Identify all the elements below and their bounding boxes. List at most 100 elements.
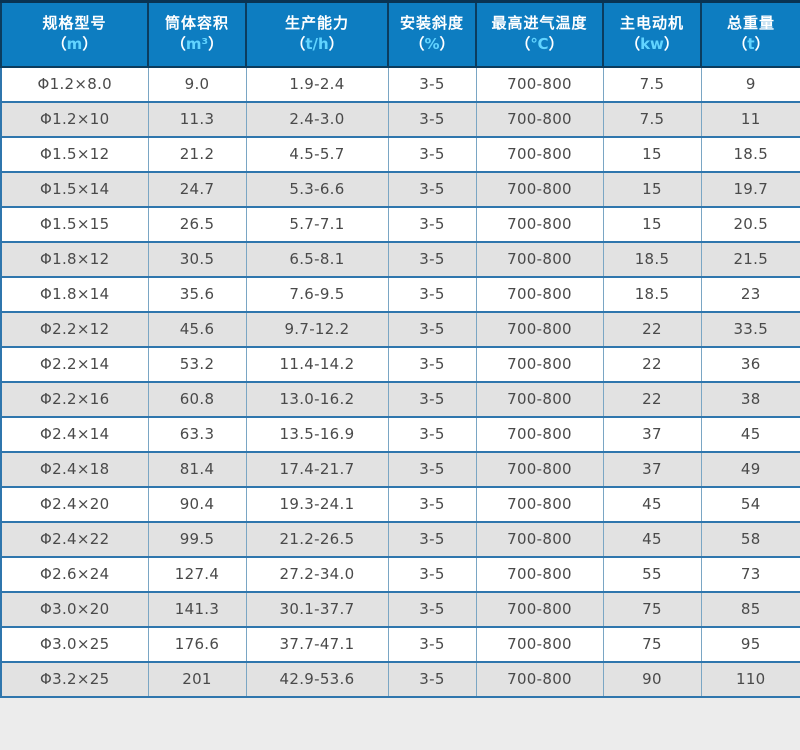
spec-cell: 700-800 xyxy=(475,415,604,453)
unit-paren-open: （ xyxy=(732,35,748,54)
table-row: Φ1.5×14 24.7 5.3-6.6 3-5 700-800 15 19.7 xyxy=(0,170,800,208)
spec-cell: 700-800 xyxy=(475,380,604,418)
spec-cell: Φ2.2×16 xyxy=(0,380,149,418)
spec-cell: 19.3-24.1 xyxy=(245,485,389,523)
spec-cell: Φ1.8×14 xyxy=(0,275,149,313)
column-unit: （kw） xyxy=(604,34,700,56)
table-row: Φ1.8×12 30.5 6.5-8.1 3-5 700-800 18.5 21.5 xyxy=(0,240,800,278)
spec-cell: 176.6 xyxy=(147,625,247,663)
unit-text: % xyxy=(424,35,440,54)
unit-text: t xyxy=(747,35,755,54)
spec-cell: Φ3.2×25 xyxy=(0,660,149,698)
spec-cell: 20.5 xyxy=(700,205,800,243)
unit-text: m³ xyxy=(185,35,209,54)
spec-cell: 11.4-14.2 xyxy=(245,345,389,383)
column-title: 筒体容积 xyxy=(164,13,229,32)
column-title: 主电动机 xyxy=(619,13,684,32)
table-row: Φ1.5×15 26.5 5.7-7.1 3-5 700-800 15 20.5 xyxy=(0,205,800,243)
spec-cell: 700-800 xyxy=(475,65,604,103)
spec-cell: 55 xyxy=(602,555,702,593)
spec-cell: 700-800 xyxy=(475,345,604,383)
column-header-5: 最高进气温度 （℃） xyxy=(475,0,604,68)
spec-cell: 700-800 xyxy=(475,625,604,663)
table-row: Φ2.4×18 81.4 17.4-21.7 3-5 700-800 37 49 xyxy=(0,450,800,488)
table-row: Φ1.5×12 21.2 4.5-5.7 3-5 700-800 15 18.5 xyxy=(0,135,800,173)
spec-cell: 9.0 xyxy=(147,65,247,103)
spec-cell: 81.4 xyxy=(147,450,247,488)
spec-cell: 700-800 xyxy=(475,310,604,348)
spec-cell: Φ1.5×14 xyxy=(0,170,149,208)
spec-cell: 95 xyxy=(700,625,800,663)
spec-cell: Φ1.2×8.0 xyxy=(0,65,149,103)
column-header-1: 规格型号 （m） xyxy=(0,0,149,68)
table-row: Φ1.8×14 35.6 7.6-9.5 3-5 700-800 18.5 23 xyxy=(0,275,800,313)
unit-paren-close: ） xyxy=(82,35,98,54)
table-row: Φ2.2×14 53.2 11.4-14.2 3-5 700-800 22 36 xyxy=(0,345,800,383)
spec-cell: 700-800 xyxy=(475,520,604,558)
column-header-2: 筒体容积 （m³） xyxy=(147,0,247,68)
spec-cell: 3-5 xyxy=(387,345,477,383)
spec-cell: 13.0-16.2 xyxy=(245,380,389,418)
spec-cell: 33.5 xyxy=(700,310,800,348)
spec-cell: 3-5 xyxy=(387,240,477,278)
unit-paren-open: （ xyxy=(51,35,67,54)
spec-cell: Φ3.0×25 xyxy=(0,625,149,663)
spec-cell: 23 xyxy=(700,275,800,313)
spec-cell: 5.3-6.6 xyxy=(245,170,389,208)
column-header-3: 生产能力 （t/h） xyxy=(245,0,389,68)
spec-cell: 17.4-21.7 xyxy=(245,450,389,488)
spec-cell: 35.6 xyxy=(147,275,247,313)
spec-cell: 3-5 xyxy=(387,135,477,173)
spec-cell: 45 xyxy=(602,520,702,558)
spec-cell: 75 xyxy=(602,625,702,663)
spec-cell: 27.2-34.0 xyxy=(245,555,389,593)
spec-cell: 7.5 xyxy=(602,100,702,138)
column-title: 最高进气温度 xyxy=(491,13,588,32)
spec-cell: 3-5 xyxy=(387,415,477,453)
column-unit: （m³） xyxy=(149,34,245,56)
spec-cell: 11 xyxy=(700,100,800,138)
table-row: Φ3.0×20 141.3 30.1-37.7 3-5 700-800 75 85 xyxy=(0,590,800,628)
column-header-7: 总重量 （t） xyxy=(700,0,800,68)
spec-cell: 18.5 xyxy=(602,275,702,313)
table-row: Φ2.4×14 63.3 13.5-16.9 3-5 700-800 37 45 xyxy=(0,415,800,453)
spec-cell: 700-800 xyxy=(475,205,604,243)
unit-paren-open: （ xyxy=(515,35,531,54)
table-row: Φ2.2×16 60.8 13.0-16.2 3-5 700-800 22 38 xyxy=(0,380,800,418)
unit-text: m xyxy=(66,35,83,54)
spec-cell: Φ1.8×12 xyxy=(0,240,149,278)
spec-cell: 54 xyxy=(700,485,800,523)
spec-cell: 700-800 xyxy=(475,135,604,173)
spec-table: 规格型号 （m） 筒体容积 （m³） 生产能力 （t/h） 安装斜度 （%） 最高进气温度 （℃）… xyxy=(0,0,800,698)
spec-cell: 21.5 xyxy=(700,240,800,278)
spec-cell: 6.5-8.1 xyxy=(245,240,389,278)
spec-cell: 30.5 xyxy=(147,240,247,278)
spec-cell: 75 xyxy=(602,590,702,628)
spec-cell: 90.4 xyxy=(147,485,247,523)
spec-cell: Φ2.2×14 xyxy=(0,345,149,383)
spec-cell: Φ2.4×18 xyxy=(0,450,149,488)
spec-cell: 3-5 xyxy=(387,625,477,663)
column-title: 生产能力 xyxy=(284,13,349,32)
spec-cell: 700-800 xyxy=(475,590,604,628)
spec-cell: 3-5 xyxy=(387,310,477,348)
spec-cell: 4.5-5.7 xyxy=(245,135,389,173)
column-header-6: 主电动机 （kw） xyxy=(602,0,702,68)
spec-cell: 700-800 xyxy=(475,555,604,593)
spec-cell: 21.2 xyxy=(147,135,247,173)
column-unit: （t/h） xyxy=(247,34,387,56)
spec-cell: 3-5 xyxy=(387,520,477,558)
table-body: Φ1.2×8.0 9.0 1.9-2.4 3-5 700-800 7.5 9 Φ1.2×10 1… xyxy=(0,65,800,698)
spec-cell: 2.4-3.0 xyxy=(245,100,389,138)
spec-cell: 3-5 xyxy=(387,275,477,313)
unit-paren-open: （ xyxy=(625,35,641,54)
unit-paren-open: （ xyxy=(170,35,186,54)
table-row: Φ2.4×22 99.5 21.2-26.5 3-5 700-800 45 58 xyxy=(0,520,800,558)
spec-cell: 7.6-9.5 xyxy=(245,275,389,313)
spec-cell: 63.3 xyxy=(147,415,247,453)
spec-cell: 7.5 xyxy=(602,65,702,103)
spec-cell: 3-5 xyxy=(387,590,477,628)
unit-paren-close: ） xyxy=(208,35,224,54)
spec-cell: 9 xyxy=(700,65,800,103)
unit-paren-open: （ xyxy=(409,35,425,54)
